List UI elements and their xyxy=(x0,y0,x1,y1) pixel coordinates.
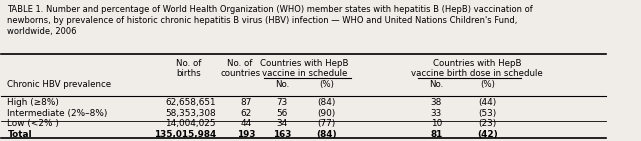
Text: 193: 193 xyxy=(237,130,255,139)
Text: Low (<2% ): Low (<2% ) xyxy=(8,119,60,128)
Text: Intermediate (2%–8%): Intermediate (2%–8%) xyxy=(8,109,108,118)
Text: 135,015,984: 135,015,984 xyxy=(154,130,216,139)
Text: TABLE 1. Number and percentage of World Health Organization (WHO) member states : TABLE 1. Number and percentage of World … xyxy=(8,5,533,37)
Text: High (≥8%): High (≥8%) xyxy=(8,98,60,107)
Text: 44: 44 xyxy=(240,119,252,128)
Text: 34: 34 xyxy=(277,119,288,128)
Text: (%): (%) xyxy=(319,80,334,89)
Text: (77): (77) xyxy=(317,119,336,128)
Text: 58,353,308: 58,353,308 xyxy=(165,109,216,118)
Text: (84): (84) xyxy=(316,130,337,139)
Text: No. of
births: No. of births xyxy=(176,59,201,78)
Text: 73: 73 xyxy=(277,98,288,107)
Text: Chronic HBV prevalence: Chronic HBV prevalence xyxy=(8,80,112,89)
Text: 14,004,025: 14,004,025 xyxy=(165,119,216,128)
Text: Countries with HepB
vaccine birth dose in schedule: Countries with HepB vaccine birth dose i… xyxy=(412,59,543,78)
Text: 62: 62 xyxy=(240,109,252,118)
Text: 62,658,651: 62,658,651 xyxy=(165,98,216,107)
Text: No.: No. xyxy=(275,80,290,89)
Text: No. of
countries: No. of countries xyxy=(220,59,260,78)
Text: (53): (53) xyxy=(479,109,497,118)
Text: Total: Total xyxy=(8,130,32,139)
Text: No.: No. xyxy=(429,80,444,89)
Text: 33: 33 xyxy=(431,109,442,118)
Text: 81: 81 xyxy=(430,130,442,139)
Text: (90): (90) xyxy=(317,109,336,118)
Text: 38: 38 xyxy=(431,98,442,107)
Text: 87: 87 xyxy=(240,98,252,107)
Text: Countries with HepB
vaccine in schedule: Countries with HepB vaccine in schedule xyxy=(260,59,349,78)
Text: (42): (42) xyxy=(478,130,498,139)
Text: (44): (44) xyxy=(479,98,497,107)
Text: 163: 163 xyxy=(273,130,292,139)
Text: 56: 56 xyxy=(277,109,288,118)
Text: (%): (%) xyxy=(480,80,495,89)
Text: (84): (84) xyxy=(317,98,336,107)
Text: 10: 10 xyxy=(431,119,442,128)
Text: (23): (23) xyxy=(479,119,497,128)
